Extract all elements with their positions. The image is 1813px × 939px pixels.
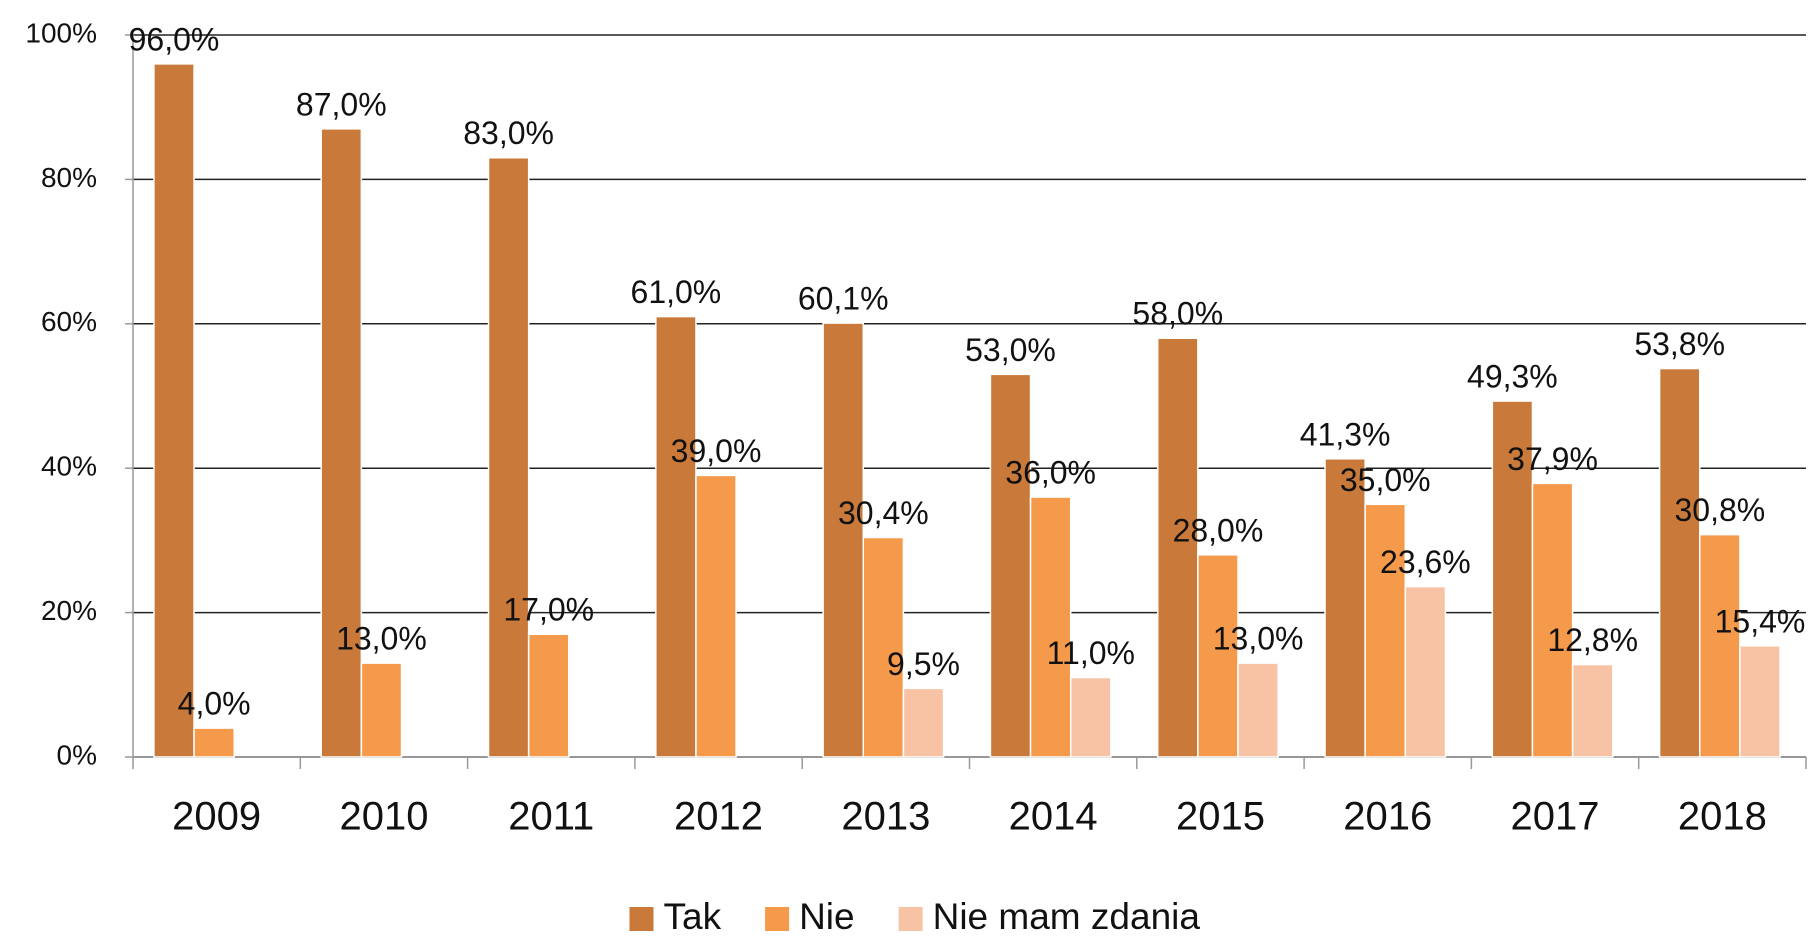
bar (1364, 503, 1407, 758)
bar (1324, 458, 1366, 758)
legend-label: Nie mam zdania (933, 896, 1201, 937)
bar (1029, 496, 1072, 758)
legend-label: Tak (664, 896, 722, 937)
data-label: 37,9% (1507, 441, 1598, 477)
bar (1197, 554, 1239, 758)
x-tick-label: 2017 (1511, 795, 1600, 839)
data-label: 60,1% (798, 281, 889, 317)
data-label: 30,8% (1674, 492, 1765, 528)
data-label: 41,3% (1300, 416, 1391, 452)
y-tick-label: 60% (41, 306, 97, 337)
bar (1237, 662, 1279, 758)
data-label: 53,8% (1634, 326, 1725, 362)
bar (822, 322, 865, 758)
bar (193, 727, 235, 758)
bar (1531, 482, 1574, 758)
bar (1571, 663, 1614, 758)
y-tick-label: 20% (41, 595, 97, 626)
data-label: 58,0% (1132, 296, 1223, 332)
data-label: 17,0% (503, 592, 594, 628)
data-label: 23,6% (1380, 544, 1471, 580)
x-tick-label: 2018 (1678, 795, 1767, 839)
bar (989, 373, 1032, 758)
data-label: 35,0% (1340, 462, 1431, 498)
data-label: 13,0% (1213, 621, 1304, 657)
y-tick-label: 80% (41, 162, 97, 193)
legend-swatch (629, 907, 654, 931)
x-tick-label: 2014 (1009, 795, 1098, 839)
x-tick-label: 2010 (339, 795, 428, 839)
y-tick-label: 40% (41, 451, 97, 482)
bar (360, 662, 403, 758)
data-label: 49,3% (1467, 359, 1558, 395)
data-label: 9,5% (887, 646, 960, 682)
bar (1739, 645, 1781, 758)
bar (1404, 585, 1447, 758)
bar (902, 687, 945, 758)
bar (1699, 533, 1741, 758)
y-tick-label: 100% (25, 17, 97, 48)
bar (695, 474, 737, 758)
data-label: 15,4% (1715, 603, 1806, 639)
bar (153, 63, 195, 758)
data-label: 12,8% (1547, 622, 1638, 658)
bar (1156, 337, 1199, 758)
bar (655, 315, 697, 758)
x-tick-label: 2015 (1176, 795, 1265, 839)
bar (1069, 676, 1112, 758)
bar (487, 156, 530, 758)
bar (320, 128, 363, 758)
bar (862, 536, 905, 758)
data-label: 39,0% (671, 433, 762, 469)
data-label: 61,0% (631, 274, 722, 310)
legend-swatch (898, 907, 923, 931)
data-label: 96,0% (129, 21, 220, 57)
x-tick-label: 2009 (172, 795, 261, 839)
x-tick-label: 2011 (508, 795, 594, 839)
x-tick-label: 2012 (674, 795, 763, 839)
data-label: 11,0% (1047, 635, 1135, 671)
data-label: 83,0% (463, 115, 554, 151)
data-label: 87,0% (296, 86, 387, 122)
x-tick-label: 2016 (1343, 795, 1432, 839)
bar (1658, 367, 1701, 758)
bar (1491, 400, 1534, 758)
x-tick-label: 2013 (841, 795, 930, 839)
data-label: 36,0% (1005, 455, 1096, 491)
legend-swatch (765, 907, 790, 931)
data-label: 28,0% (1173, 512, 1264, 548)
bar (527, 633, 570, 758)
data-label: 13,0% (336, 621, 427, 657)
legend-label: Nie (799, 896, 855, 937)
y-tick-label: 0% (57, 739, 97, 770)
data-label: 53,0% (965, 332, 1056, 368)
data-label: 30,4% (838, 495, 929, 531)
data-label: 4,0% (178, 686, 251, 722)
